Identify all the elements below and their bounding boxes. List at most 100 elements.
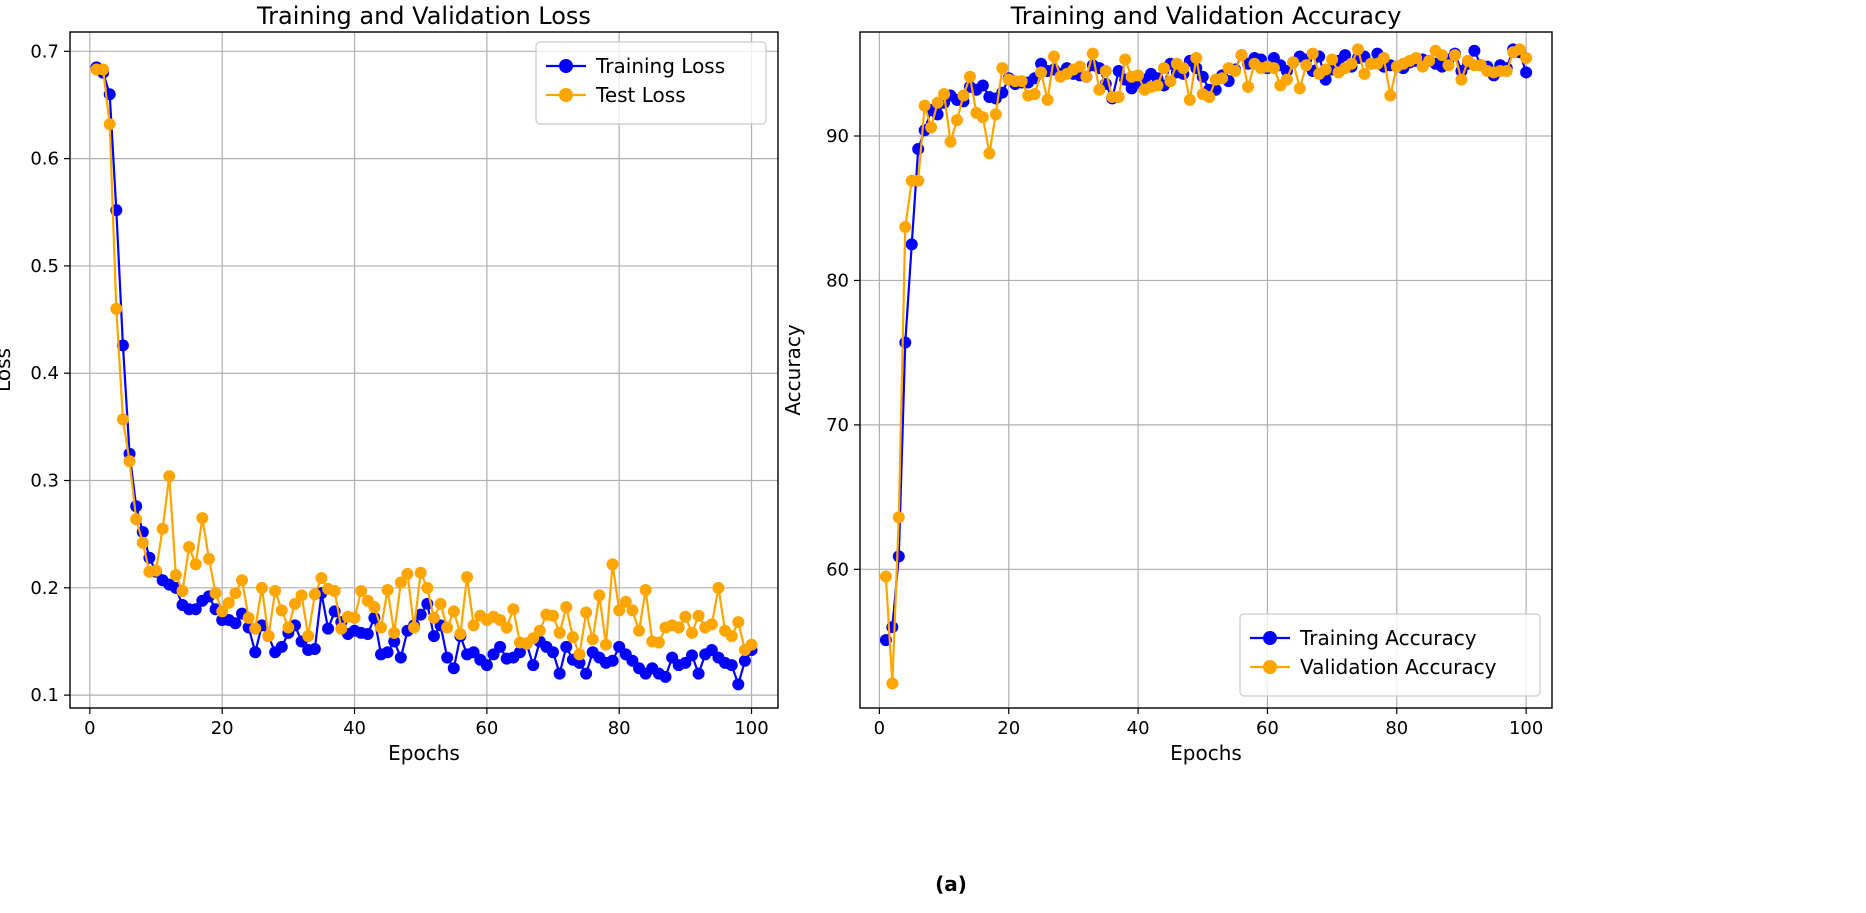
loss-legend-marker-training (559, 59, 573, 73)
panel-label: (a) (935, 872, 967, 896)
loss-training-loss-point (427, 630, 440, 643)
loss-test-loss-point (461, 571, 474, 584)
loss-test-loss-point (467, 619, 480, 632)
loss-test-loss-point (216, 605, 229, 618)
loss-training-loss-point (381, 646, 394, 659)
accuracy-validation-accuracy-point (1436, 49, 1449, 62)
accuracy-xtick-label: 80 (1385, 718, 1408, 739)
loss-training-loss-point (692, 667, 705, 680)
loss-test-loss-point (169, 568, 182, 581)
accuracy-validation-accuracy-point (1520, 52, 1533, 64)
loss-test-loss-point (295, 589, 308, 602)
loss-test-loss-point (202, 552, 215, 565)
accuracy-validation-accuracy-point (983, 147, 996, 160)
accuracy-legend-marker-training (1263, 631, 1277, 645)
accuracy-validation-accuracy-point (912, 174, 925, 187)
loss-test-loss-point (308, 588, 321, 601)
accuracy-training-accuracy-point (892, 550, 905, 563)
accuracy-validation-accuracy-point (1183, 93, 1196, 106)
loss-training-loss-point (685, 649, 698, 662)
loss-training-loss-point (322, 622, 335, 635)
accuracy-validation-accuracy-point (1345, 57, 1358, 70)
accuracy-validation-accuracy-point (1028, 88, 1041, 101)
accuracy-validation-accuracy-point (944, 135, 957, 148)
accuracy-validation-accuracy-point (1048, 50, 1061, 63)
loss-training-loss-point (738, 654, 751, 667)
loss-test-loss-point (507, 603, 520, 616)
loss-test-loss-line (96, 68, 753, 656)
loss-test-loss-point (116, 413, 129, 426)
loss-test-loss-point (421, 581, 434, 594)
accuracy-validation-accuracy-point (1093, 83, 1106, 96)
loss-test-loss-point (150, 564, 163, 577)
loss-test-loss-point (394, 576, 407, 589)
loss-test-loss-point (606, 558, 619, 571)
loss-test-loss-point (454, 627, 467, 640)
accuracy-validation-accuracy-point (1293, 82, 1306, 95)
accuracy-validation-accuracy-point (1086, 47, 1099, 60)
loss-test-loss-point (427, 611, 440, 624)
loss-training-loss-point (513, 646, 526, 659)
loss-test-loss-point (547, 609, 560, 622)
accuracy-chart-title: Training and Validation Accuracy (1010, 2, 1402, 30)
accuracy-training-accuracy-point (1520, 66, 1533, 79)
loss-test-loss-point (209, 587, 222, 600)
accuracy-validation-accuracy-point (1242, 80, 1255, 93)
accuracy-validation-accuracy-point (1216, 72, 1229, 85)
loss-test-loss-point (229, 587, 242, 600)
loss-chart: 0 20 40 60 80 100 0.1 0.2 0.3 0.4 0.5 0.6 0.7 Traini… (0, 2, 779, 765)
accuracy-validation-accuracy-point (1099, 65, 1112, 77)
loss-test-loss-point (348, 611, 361, 624)
loss-test-loss-point (408, 621, 421, 634)
loss-plot-frame (69, 31, 779, 709)
loss-test-loss-point (381, 583, 394, 596)
loss-xtick-label: 20 (211, 718, 234, 739)
accuracy-validation-accuracy-point (1132, 69, 1145, 82)
accuracy-validation-accuracy-point (1351, 43, 1364, 56)
loss-test-loss-point (374, 621, 387, 634)
loss-test-loss-point (315, 572, 328, 585)
accuracy-ytick-label: 80 (826, 270, 849, 291)
loss-training-loss-point (308, 642, 321, 655)
accuracy-series (879, 43, 1533, 690)
loss-chart-title: Training and Validation Loss (256, 2, 591, 30)
accuracy-validation-accuracy-point (1319, 63, 1332, 76)
loss-x-axis-label: Epochs (388, 741, 460, 765)
loss-test-loss-point (679, 610, 692, 623)
accuracy-legend-entry-training: Training Accuracy (1250, 626, 1477, 650)
loss-test-loss-point (626, 604, 639, 617)
accuracy-validation-accuracy-point (879, 570, 892, 583)
loss-test-loss-point (196, 512, 209, 525)
loss-test-loss-point (447, 605, 460, 618)
accuracy-training-accuracy-line (884, 48, 1528, 641)
accuracy-validation-accuracy-point (1229, 65, 1242, 77)
loss-test-loss-point (712, 581, 725, 594)
loss-test-loss-point (189, 558, 202, 571)
loss-test-loss-point (355, 585, 368, 598)
loss-test-loss-point (599, 638, 612, 651)
loss-test-loss-point (566, 631, 579, 644)
accuracy-plot-frame (859, 31, 1553, 709)
accuracy-validation-accuracy-point (1035, 66, 1048, 79)
loss-training-loss-point (547, 646, 560, 659)
loss-training-loss-point (553, 667, 566, 680)
accuracy-validation-accuracy-point (1119, 53, 1132, 66)
accuracy-validation-accuracy-point (951, 114, 964, 127)
loss-test-loss-point (619, 595, 632, 608)
loss-ytick-label: 0.4 (30, 363, 59, 384)
accuracy-y-axis-label: Accuracy (781, 324, 805, 415)
loss-test-loss-point (163, 470, 176, 483)
loss-xtick-label: 60 (475, 718, 498, 739)
loss-test-loss-point (639, 583, 652, 596)
accuracy-ytick-label: 70 (826, 415, 849, 436)
loss-test-loss-point (586, 633, 599, 646)
loss-test-loss-point (732, 616, 745, 629)
loss-test-loss-point (335, 622, 348, 635)
loss-test-loss-point (110, 302, 123, 315)
loss-training-loss-point (116, 339, 129, 352)
accuracy-validation-accuracy-point (1455, 73, 1468, 86)
accuracy-validation-accuracy-point (1300, 59, 1313, 72)
accuracy-validation-accuracy-point (899, 221, 912, 233)
loss-training-loss-point (414, 608, 427, 621)
accuracy-validation-accuracy-point (1164, 75, 1177, 88)
